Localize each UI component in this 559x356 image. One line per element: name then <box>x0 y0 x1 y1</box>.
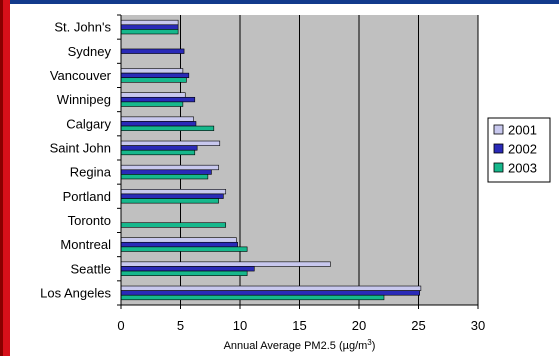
bar-2002 <box>120 24 179 30</box>
legend-label-2003: 2003 <box>508 161 537 176</box>
legend-label-2001: 2001 <box>508 123 537 138</box>
bar-2001 <box>120 261 331 267</box>
bar-2001 <box>120 140 221 146</box>
bar-2002 <box>120 96 196 103</box>
x-tick-label: 30 <box>471 318 485 333</box>
x-axis-label: Annual Average PM2.5 (µg/m3) <box>224 338 376 353</box>
frame-top-bar <box>0 0 559 4</box>
bar-2003 <box>120 101 184 107</box>
category-label: Regina <box>70 165 112 180</box>
bar-2001 <box>120 68 184 74</box>
legend-swatch-2001 <box>493 124 504 135</box>
category-label: Montreal <box>60 237 111 252</box>
bar-2003 <box>120 29 179 35</box>
x-tick-label: 10 <box>233 318 247 333</box>
bar-2003 <box>120 270 248 276</box>
category-label: Los Angeles <box>40 285 111 300</box>
x-tick-labels: 0 5 10 15 20 25 30 <box>117 305 485 333</box>
bar-2001 <box>120 164 219 171</box>
bar-2002 <box>120 145 198 151</box>
bar-2003 <box>120 77 187 83</box>
x-tick-label: 15 <box>292 318 306 333</box>
bar-2001 <box>120 285 422 291</box>
category-label: St. John's <box>54 20 111 35</box>
bar-2003 <box>120 198 219 204</box>
x-tick-label: 25 <box>411 318 425 333</box>
bars-group <box>120 19 422 301</box>
x-axis-label-sup: 3 <box>367 338 372 347</box>
bar-2002 <box>120 121 197 127</box>
frame-left-shadow <box>0 0 3 356</box>
bar-2003 <box>120 174 209 180</box>
category-label: Calgary <box>66 116 111 131</box>
x-axis-label-suffix: ) <box>372 340 376 352</box>
legend-label-2002: 2002 <box>508 142 537 157</box>
bar-2001 <box>120 237 237 243</box>
bar-2003 <box>120 149 196 156</box>
category-label: Vancouver <box>50 68 112 83</box>
bar-2002 <box>120 72 190 79</box>
bar-2001 <box>120 92 186 98</box>
bar-2002 <box>120 193 224 199</box>
category-label: Seattle <box>71 261 111 276</box>
x-axis-label-prefix: Annual Average PM2.5 ( <box>224 340 343 352</box>
x-tick-label: 0 <box>117 318 124 333</box>
bar-2002 <box>120 169 212 175</box>
legend: 2001 2002 2003 <box>487 117 551 183</box>
x-axis-label-unit: µg/m <box>343 340 368 352</box>
x-tick-label: 20 <box>352 318 366 333</box>
category-label: Toronto <box>68 213 111 228</box>
bar-2003 <box>120 294 385 301</box>
bar-2003 <box>120 222 227 228</box>
legend-swatch-2002 <box>493 143 504 154</box>
bar-2001 <box>120 19 179 26</box>
category-label: Winnipeg <box>57 92 111 107</box>
bar-2003 <box>120 246 248 252</box>
bar-2002 <box>120 266 255 272</box>
bar-2001 <box>120 189 227 195</box>
bar-2002 <box>120 48 185 54</box>
bar-2002 <box>120 290 420 296</box>
bar-2003 <box>120 125 215 131</box>
category-label: Saint John <box>50 140 111 155</box>
gridlines <box>180 15 479 305</box>
category-label: Sydney <box>68 44 112 59</box>
category-labels: St. John's Sydney Vancouver Winnipeg Calgary… <box>40 14 121 306</box>
legend-swatch-2003 <box>493 162 504 173</box>
x-tick-label: 5 <box>177 318 184 333</box>
bar-2001 <box>120 116 194 122</box>
frame-left-bar <box>0 0 10 356</box>
bar-2002 <box>120 241 238 248</box>
category-label: Portland <box>63 189 111 204</box>
